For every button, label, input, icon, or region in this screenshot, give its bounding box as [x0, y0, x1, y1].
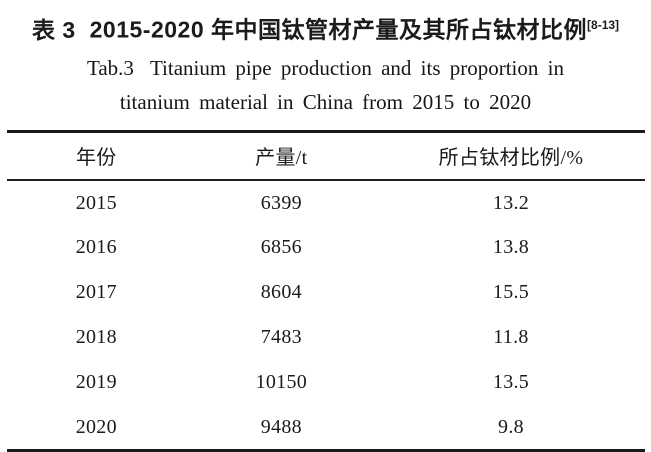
- cell-production: 9488: [260, 415, 302, 438]
- column-header-year: 年份: [76, 147, 117, 170]
- cell-production: 6399: [260, 191, 302, 214]
- cell-year: 2019: [75, 370, 117, 393]
- table-caption-zh: 表 3 2015-2020 年中国钛管材产量及其所占钛材比例[8-13]: [0, 10, 651, 45]
- cell-year: 2016: [75, 236, 117, 259]
- table-row: 2018 7483 11.8: [7, 315, 645, 360]
- cell-production: 10150: [255, 370, 308, 393]
- table-row: 2017 8604 15.5: [7, 270, 645, 315]
- data-table: 年份 产量/t 所占钛材比例/% 2015 6399 13.2 2016 685…: [7, 129, 645, 452]
- cell-proportion: 15.5: [492, 281, 530, 304]
- table-number-zh: 表 3: [31, 16, 76, 43]
- table-row: 2020 9488 9.8: [7, 405, 645, 450]
- column-header-production: 产量/t: [255, 147, 308, 170]
- cell-production: 6856: [260, 236, 302, 259]
- table-caption-en: Tab.3 Titanium pipe production and its pr…: [0, 51, 651, 119]
- caption-en-line1: Tab.3 Titanium pipe production and its pr…: [0, 51, 651, 85]
- cell-proportion: 9.8: [498, 415, 524, 438]
- cell-year: 2015: [75, 191, 117, 214]
- table-row: 2019 10150 13.5: [7, 360, 645, 405]
- cell-proportion: 13.5: [492, 370, 530, 393]
- column-header-proportion: 所占钛材比例/%: [438, 147, 584, 170]
- table-title-en-line1: Titanium pipe production and its proport…: [149, 55, 564, 80]
- cell-proportion: 11.8: [493, 325, 529, 348]
- cell-production: 8604: [260, 281, 302, 304]
- table-title-en-line2: titanium material in China from 2015 to …: [119, 89, 532, 114]
- table-header-row: 年份 产量/t 所占钛材比例/%: [7, 133, 645, 181]
- cell-production: 7483: [260, 325, 302, 348]
- table-number-en: Tab.3: [87, 55, 134, 80]
- cell-year: 2017: [75, 281, 117, 304]
- table-row: 2015 6399 13.2: [7, 181, 645, 226]
- cell-proportion: 13.2: [492, 191, 530, 214]
- reference-superscript: [8-13]: [587, 18, 620, 32]
- table-row: 2016 6856 13.8: [7, 225, 645, 270]
- cell-year: 2020: [75, 415, 117, 438]
- table-title-zh: 2015-2020 年中国钛管材产量及其所占钛材比例: [89, 16, 588, 43]
- cell-proportion: 13.8: [492, 236, 530, 259]
- cell-year: 2018: [75, 325, 117, 348]
